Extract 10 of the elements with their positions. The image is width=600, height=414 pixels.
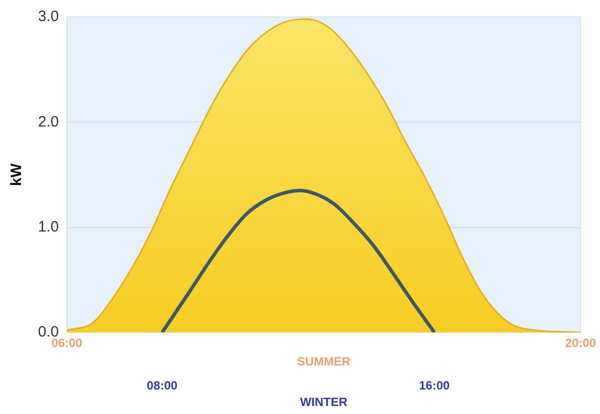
x-tick-label: 20:00 bbox=[565, 336, 596, 350]
y-tick-label: 2.0 bbox=[38, 113, 59, 130]
y-axis-title: kW bbox=[8, 162, 26, 186]
x2-tick-label: 16:00 bbox=[418, 378, 450, 393]
x2-axis-title: WINTER bbox=[300, 395, 348, 410]
x-tick-label: 06:00 bbox=[52, 336, 83, 350]
x2-tick-label: 08:00 bbox=[146, 378, 178, 393]
x-axis-title: SUMMER bbox=[297, 354, 351, 368]
y-tick-label: 3.0 bbox=[38, 8, 59, 26]
y-tick-label: 1.0 bbox=[38, 218, 59, 236]
